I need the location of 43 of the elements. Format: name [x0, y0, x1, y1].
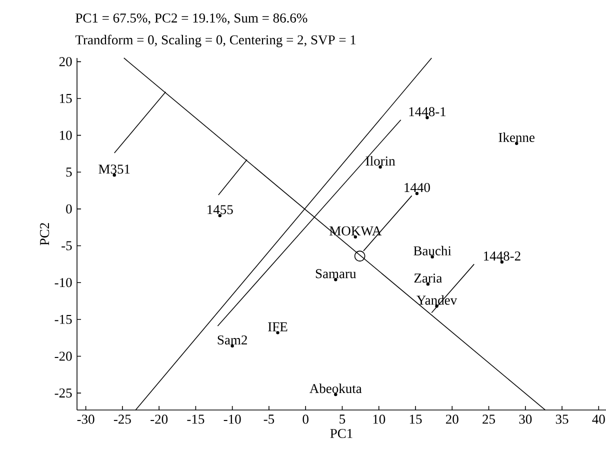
- x-tick-label: -5: [264, 414, 274, 424]
- y-tick-label: -25: [54, 388, 72, 398]
- x-tick-label: 40: [592, 414, 605, 424]
- series-label: Zaria: [414, 274, 442, 283]
- x-tick-label: -20: [150, 414, 168, 424]
- y-axis-title: PC2: [40, 223, 50, 246]
- x-tick-label: 25: [482, 414, 495, 424]
- x-tick-label: -15: [187, 414, 204, 424]
- x-axis-title: PC1: [330, 428, 352, 438]
- series-label: Samaru: [316, 269, 356, 278]
- y-tick-label: 10: [60, 130, 72, 140]
- series-label: Sam2: [218, 335, 247, 345]
- series-label: Ilorin: [366, 156, 396, 166]
- x-tick-label: 15: [410, 414, 422, 424]
- y-tick-label: -15: [54, 314, 72, 324]
- series-label: IFE: [268, 322, 288, 332]
- x-tick-label: 5: [340, 414, 346, 424]
- y-tick-label: -5: [62, 241, 72, 250]
- series-label: Ikenne: [498, 132, 534, 142]
- series-label: 1448-2: [484, 251, 520, 261]
- x-tick-label: 20: [446, 414, 458, 424]
- chart-title: PC1 = 67.5%, PC2 = 19.1%, Sum = 86.6%: [76, 13, 308, 25]
- y-tick-label: 5: [66, 168, 72, 177]
- series-label: 1455: [208, 205, 233, 214]
- series-label: M351: [98, 164, 130, 174]
- x-tick-label: 10: [373, 414, 386, 424]
- x-tick-label: 0: [302, 414, 308, 424]
- series-label: MOKWA: [330, 226, 382, 236]
- y-tick-label: 15: [60, 94, 72, 104]
- series-label: Bauchi: [414, 246, 452, 256]
- series-label: 1448-1: [409, 107, 446, 116]
- y-tick-label: -10: [54, 278, 72, 288]
- series-label: Abeokuta: [310, 384, 362, 394]
- chart-subtitle: Trandform = 0, Scaling = 0, Centering = 2, SVP = 1: [75, 34, 356, 48]
- x-tick-label: -10: [224, 414, 241, 424]
- y-tick-label: -20: [54, 352, 72, 361]
- x-tick-label: -25: [114, 414, 131, 424]
- x-tick-label: 30: [519, 414, 532, 424]
- x-tick-label: -30: [77, 414, 94, 424]
- series-label: 1440: [404, 182, 430, 192]
- y-tick-label: 20: [59, 57, 72, 66]
- x-tick-label: 35: [556, 414, 568, 424]
- y-tick-label: 0: [66, 204, 72, 214]
